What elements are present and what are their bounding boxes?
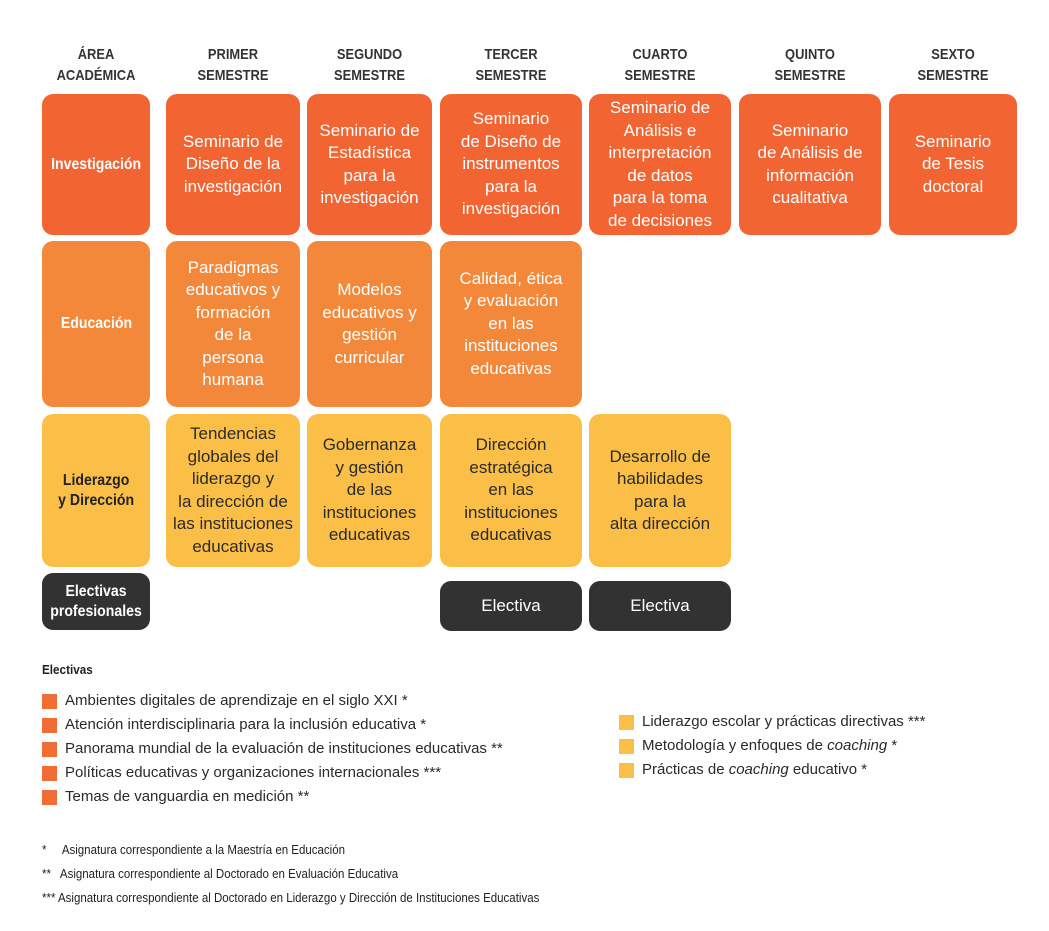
course-lid-s2: Gobernanza y gestión de las institucione…: [307, 414, 432, 567]
course-inv-s6: Seminario de Tesis doctoral: [889, 94, 1017, 235]
legend-item: Temas de vanguardia en medición **: [42, 785, 503, 809]
course-lid-s1: Tendencias globales del liderazgo y la d…: [166, 414, 300, 567]
header-semester-6: SEXTO SEMESTRE: [917, 46, 989, 84]
legend-item: Ambientes digitales de aprendizaje en el…: [42, 689, 503, 713]
course-inv-s3: Seminario de Diseño de instrumentos para…: [440, 94, 582, 235]
orange-square-icon: [42, 765, 57, 781]
legend-item-text: Panorama mundial de la evaluación de ins…: [65, 740, 503, 757]
course-edu-s2: Modelos educativos y gestión curricular: [307, 241, 432, 407]
course-inv-s2: Seminario de Estadística para la investi…: [307, 94, 432, 235]
legend-item-text: Liderazgo escolar y prácticas directivas…: [642, 713, 926, 730]
legend-right: Liderazgo escolar y prácticas directivas…: [619, 710, 925, 782]
header-semester-1: PRIMER SEMESTRE: [197, 46, 269, 84]
course-inv-s4: Seminario de Análisis e interpretación d…: [589, 94, 731, 235]
footnote-liderazgo: *** Asignatura correspondiente al Doctor…: [42, 891, 540, 905]
course-inv-s1: Seminario de Diseño de la investigación: [166, 94, 300, 235]
legend-item: Metodología y enfoques de coaching *: [619, 734, 925, 758]
orange-square-icon: [42, 693, 57, 709]
header-area-academica: ÁREA ACADÉMICA: [56, 46, 136, 84]
header-semester-2: SEGUNDO SEMESTRE: [334, 46, 405, 84]
footnote-maestria: * Asignatura correspondiente a la Maestr…: [42, 843, 346, 857]
course-edu-s3: Calidad, ética y evaluación en las insti…: [440, 241, 582, 407]
legend-item-text: Ambientes digitales de aprendizaje en el…: [65, 692, 408, 709]
course-lid-s3: Dirección estratégica en las institucion…: [440, 414, 582, 567]
orange-square-icon: [42, 789, 57, 805]
legend-item: Atención interdisciplinaria para la incl…: [42, 713, 503, 737]
course-edu-s1: Paradigmas educativos y formación de la …: [166, 241, 300, 407]
legend-item-text: Atención interdisciplinaria para la incl…: [65, 716, 427, 733]
course-inv-s5: Seminario de Análisis de información cua…: [739, 94, 881, 235]
area-electivas: Electivas profesionales: [42, 573, 150, 630]
course-electiva-s4: Electiva: [589, 581, 731, 631]
footnote-evaluacion: ** Asignatura correspondiente al Doctora…: [42, 867, 399, 881]
legend-left: Ambientes digitales de aprendizaje en el…: [42, 689, 503, 809]
header-semester-3: TERCER SEMESTRE: [475, 46, 547, 84]
orange-square-icon: [42, 741, 57, 757]
area-investigacion: Investigación: [42, 94, 150, 235]
yellow-square-icon: [619, 738, 634, 754]
yellow-square-icon: [619, 762, 634, 778]
orange-square-icon: [42, 717, 57, 733]
legend-item-text: Metodología y enfoques de coaching *: [642, 737, 898, 754]
legend-item-text: Temas de vanguardia en medición **: [65, 788, 310, 805]
area-educacion: Educación: [42, 241, 150, 407]
yellow-square-icon: [619, 714, 634, 730]
header-semester-5: QUINTO SEMESTRE: [774, 46, 846, 84]
legend-item-text: Prácticas de coaching educativo *: [642, 761, 868, 778]
legend-item: Panorama mundial de la evaluación de ins…: [42, 737, 503, 761]
legend-item: Políticas educativas y organizaciones in…: [42, 761, 503, 785]
course-lid-s4: Desarrollo de habilidades para la alta d…: [589, 414, 731, 567]
course-electiva-s3: Electiva: [440, 581, 582, 631]
legend-item: Liderazgo escolar y prácticas directivas…: [619, 710, 925, 734]
legend-item: Prácticas de coaching educativo *: [619, 758, 925, 782]
legend-item-text: Políticas educativas y organizaciones in…: [65, 764, 442, 781]
header-semester-4: CUARTO SEMESTRE: [624, 46, 696, 84]
electivas-title: Electivas: [42, 662, 93, 677]
area-liderazgo: Liderazgo y Dirección: [42, 414, 150, 567]
